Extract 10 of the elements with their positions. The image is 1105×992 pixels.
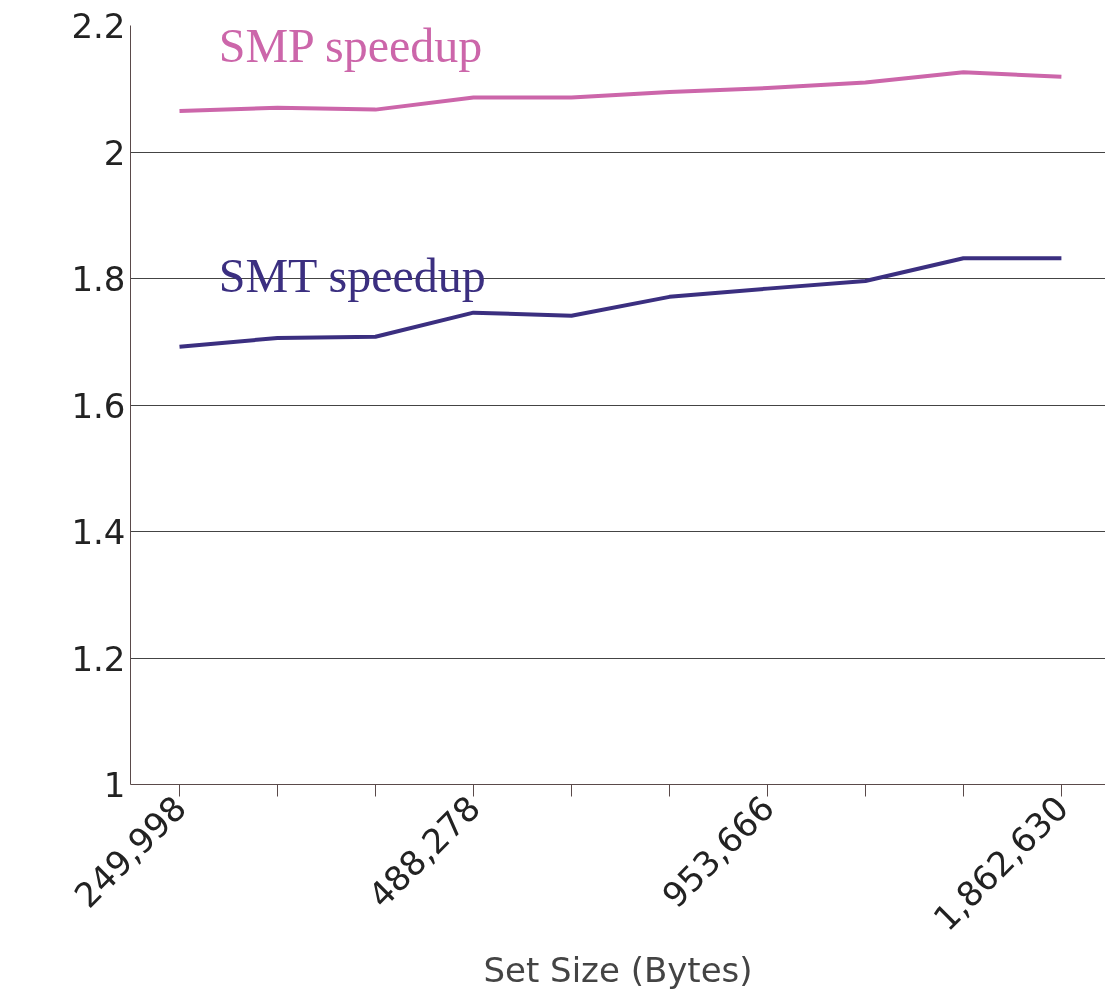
y-tick-label: 2.2 [71, 6, 126, 46]
y-tick-label: 1.6 [71, 385, 126, 426]
y-tick-label: 1.4 [71, 512, 126, 552]
line-series [177, 70, 1064, 113]
y-tick-label: 1.2 [71, 638, 126, 679]
series-label: SMP speedup [218, 18, 483, 72]
x-axis-title: Set Size (Bytes) [483, 949, 753, 990]
y-tick-label: 1 [103, 765, 126, 805]
y-tick-label: 2 [103, 132, 126, 173]
y-tick-label: 1.8 [71, 259, 126, 299]
